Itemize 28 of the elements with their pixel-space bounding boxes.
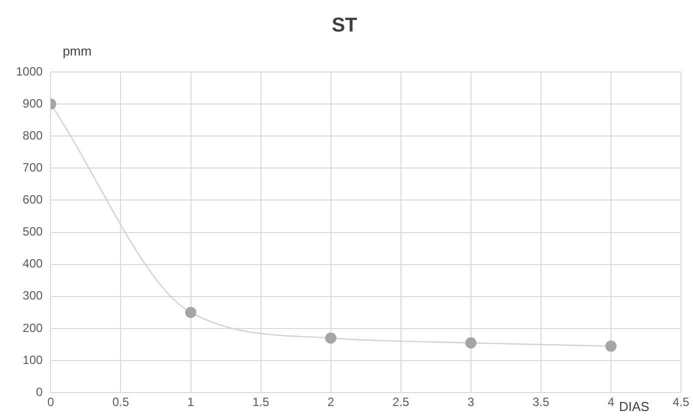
y-tick-label: 900 bbox=[22, 96, 44, 110]
y-tick-label: 400 bbox=[22, 256, 44, 271]
x-tick-label: 4.5 bbox=[672, 395, 690, 410]
y-tick-label: 800 bbox=[22, 128, 44, 142]
y-tick-label: 1000 bbox=[16, 64, 44, 78]
y-axis-title: pmm bbox=[62, 44, 92, 59]
y-tick-label: 100 bbox=[22, 352, 44, 367]
x-tick-label: 2.5 bbox=[392, 395, 410, 410]
point bbox=[605, 340, 617, 352]
y-tick-label: 0 bbox=[36, 384, 44, 399]
y-tick-label: 300 bbox=[22, 288, 44, 303]
x-tick-label: 3.5 bbox=[532, 395, 550, 410]
x-tick-label: 0 bbox=[47, 395, 54, 410]
point bbox=[185, 306, 196, 318]
x-axis-title: DIAS bbox=[618, 399, 650, 414]
x-tick-label: 4 bbox=[608, 395, 615, 410]
x-tick-label: 1 bbox=[187, 395, 194, 410]
y-tick-label: 600 bbox=[22, 192, 44, 207]
x-tick-label: 2 bbox=[327, 395, 334, 410]
y-tick-label: 500 bbox=[22, 224, 44, 239]
x-tick-label: 3 bbox=[468, 395, 475, 410]
y-tick-label: 200 bbox=[22, 320, 44, 335]
x-tick-label: 1.5 bbox=[252, 395, 270, 410]
x-tick-label: 0.5 bbox=[112, 395, 130, 410]
point bbox=[325, 332, 336, 344]
chart-title: ST bbox=[332, 14, 358, 37]
y-tick-label: 700 bbox=[22, 160, 44, 174]
point bbox=[465, 337, 476, 349]
